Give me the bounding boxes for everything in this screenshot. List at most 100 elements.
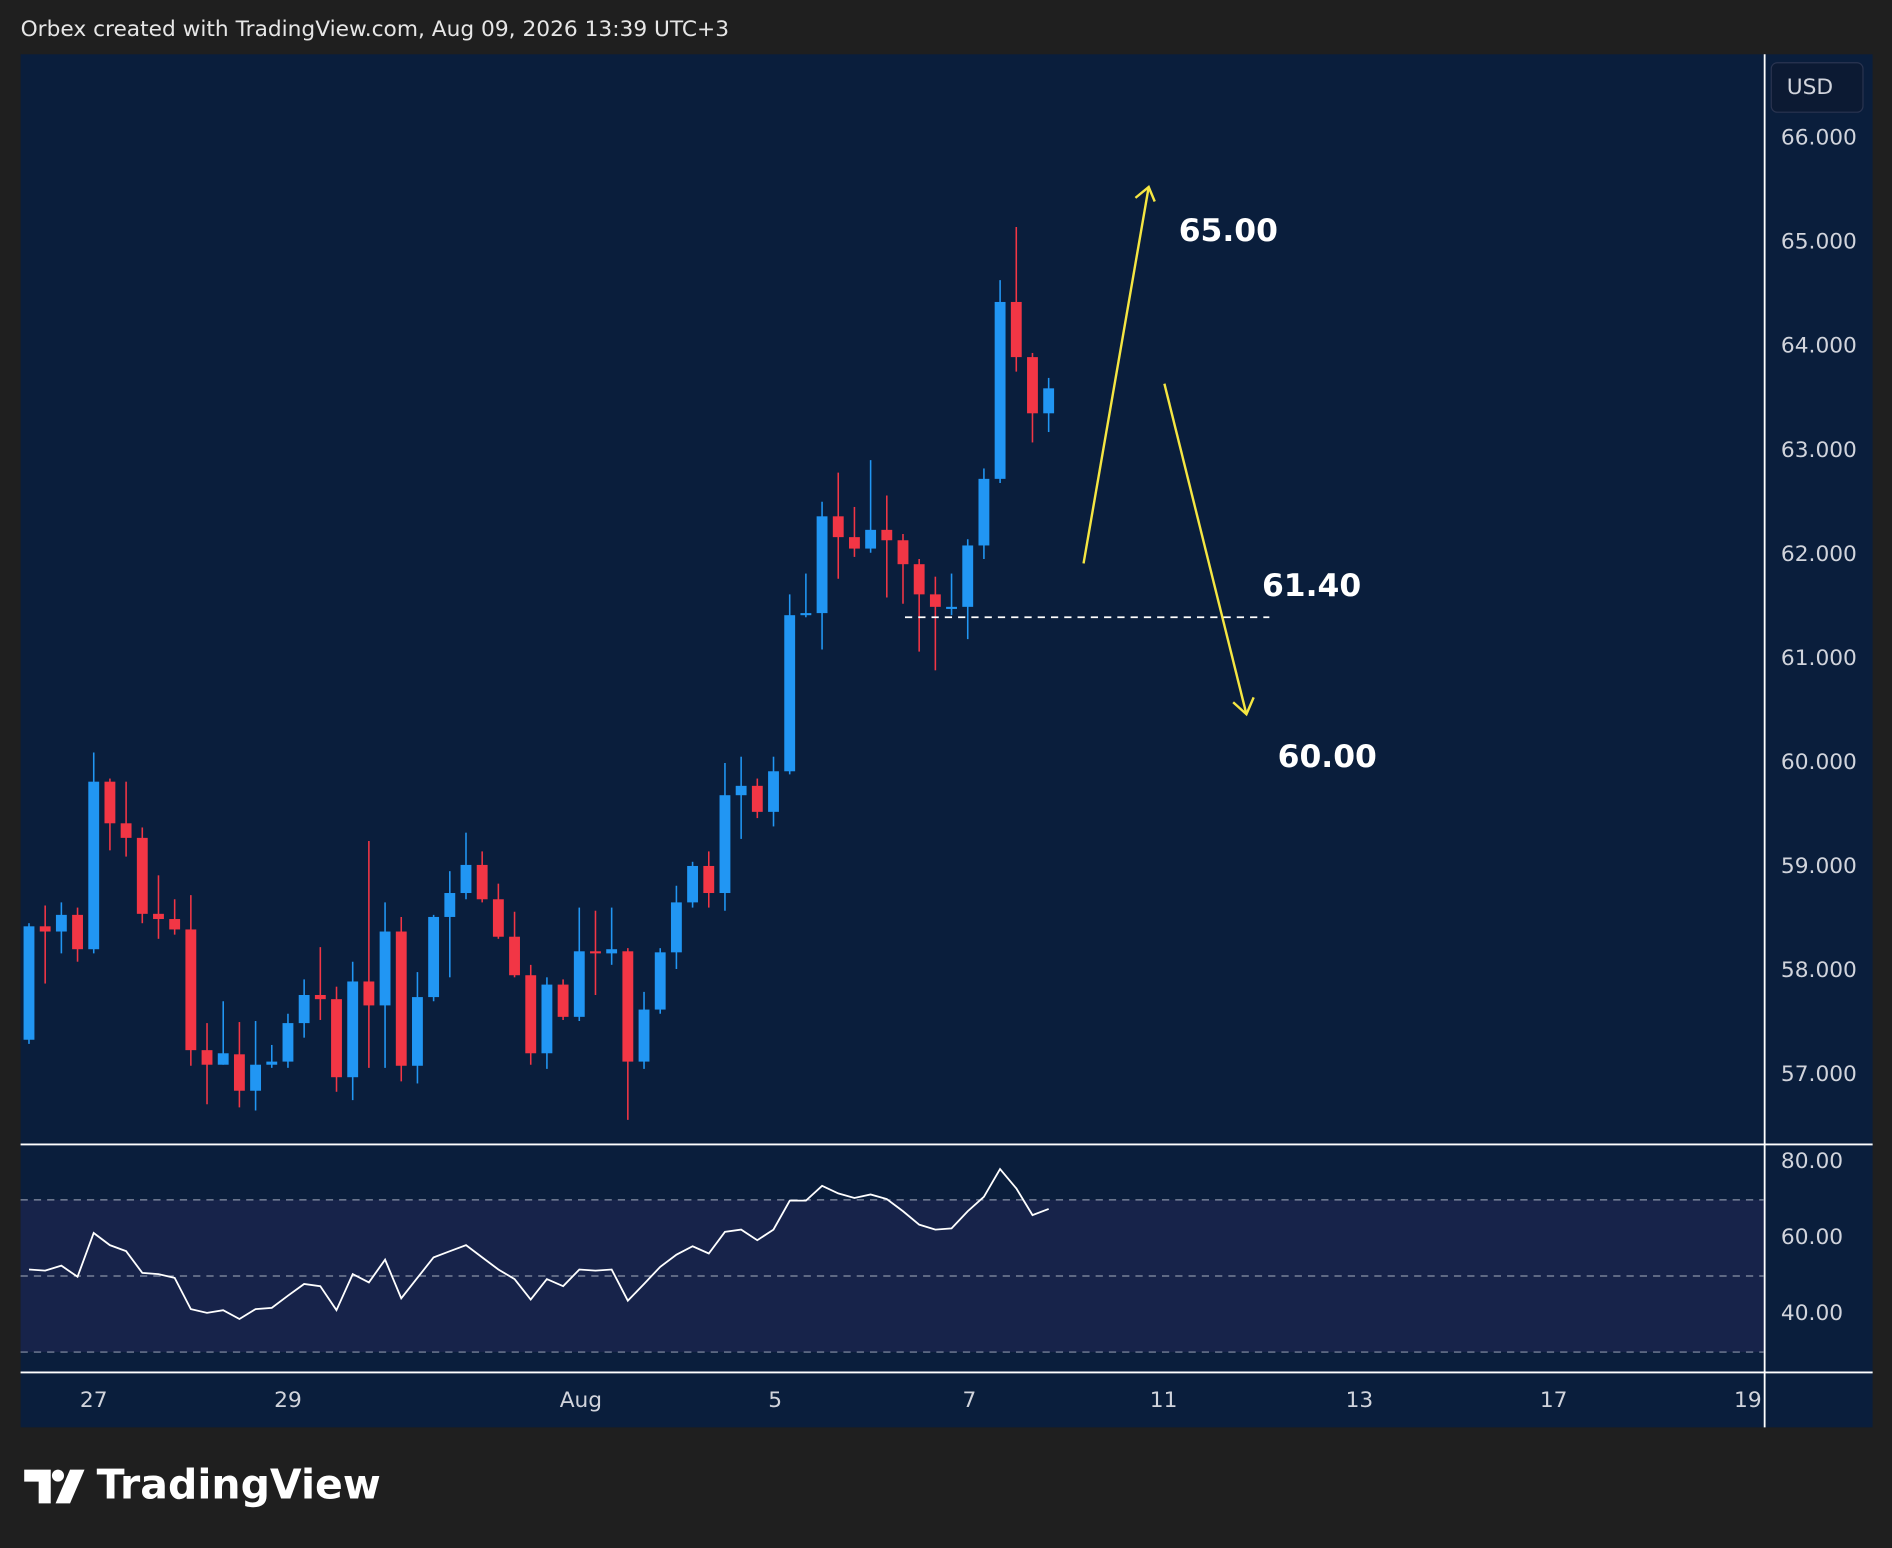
candle-body <box>881 529 893 541</box>
x-tick-label: 7 <box>962 1388 976 1413</box>
candle-body <box>541 984 553 1054</box>
x-tick-label: 5 <box>768 1388 782 1413</box>
candle-body <box>849 537 860 549</box>
candle-body <box>962 545 974 607</box>
candle-body <box>282 1023 294 1062</box>
candle-body <box>719 795 731 894</box>
candle-body <box>913 564 925 595</box>
candle-body <box>994 301 1006 479</box>
x-tick-label: 13 <box>1346 1388 1374 1413</box>
candle-body <box>638 1009 650 1062</box>
logo-icon <box>51 1469 65 1482</box>
x-tick-label: Aug <box>560 1388 602 1413</box>
candle-body <box>800 613 812 616</box>
candle-body <box>217 1053 229 1065</box>
annotation-label: 60.00 <box>1278 739 1377 775</box>
candle-body <box>687 865 699 903</box>
y-tick-label: 40.00 <box>1781 1301 1843 1326</box>
annotation-label: 65.00 <box>1179 213 1278 249</box>
candle-body <box>23 926 35 1040</box>
arrows <box>1082 185 1255 717</box>
candle-body <box>590 951 601 954</box>
candle-body <box>298 995 310 1024</box>
y-tick-label: 80.00 <box>1781 1149 1843 1174</box>
candle-body <box>314 995 326 1000</box>
candle-body <box>735 785 747 796</box>
candle-body <box>185 929 197 1051</box>
logo: TradingView <box>24 1461 381 1509</box>
candle-body <box>55 914 67 932</box>
candle-body <box>88 781 100 950</box>
y-tick-label: 66.000 <box>1781 126 1857 151</box>
candle-body <box>233 1054 245 1091</box>
currency-box <box>1770 62 1864 113</box>
candle-body <box>573 951 585 1017</box>
candle-body <box>1027 357 1038 414</box>
chart-area <box>20 54 1873 1428</box>
y-tick-label: 64.000 <box>1781 334 1857 359</box>
candle-body <box>654 952 666 1010</box>
candle-body <box>557 984 569 1017</box>
candle-body <box>622 951 634 1062</box>
arrow-down <box>1163 383 1248 715</box>
candle-body <box>816 516 828 614</box>
y-tick-label: 62.000 <box>1781 542 1857 567</box>
y-tick-label: 59.000 <box>1781 854 1857 879</box>
x-tick-label: 27 <box>80 1388 108 1413</box>
rsi-line <box>28 1167 1049 1321</box>
candle-body <box>492 899 504 937</box>
logo-icon <box>24 1469 85 1504</box>
candle-body <box>1010 301 1022 358</box>
candle-body <box>331 999 342 1078</box>
y-tick-label: 61.000 <box>1781 646 1857 671</box>
candle-body <box>39 926 51 932</box>
candle-body <box>120 823 132 838</box>
candle-body <box>703 865 715 894</box>
candle-body <box>784 615 796 772</box>
candle-body <box>606 949 618 954</box>
currency: USD <box>1787 75 1833 100</box>
candle-body <box>978 478 990 546</box>
candle-body <box>670 902 682 953</box>
x-tick-label: 17 <box>1540 1388 1568 1413</box>
candle-body <box>412 997 423 1066</box>
candle-body <box>250 1064 262 1091</box>
arrow-head <box>1232 696 1255 717</box>
y-tick-label: 57.000 <box>1781 1062 1857 1087</box>
candle-body <box>865 529 877 549</box>
candle-body <box>929 594 941 607</box>
x-tick-label: 29 <box>274 1388 302 1413</box>
candle-body <box>476 864 488 900</box>
candle-body <box>768 771 779 812</box>
y-tick-label: 58.000 <box>1781 958 1857 983</box>
candle-body <box>347 981 359 1078</box>
y-tick-label: 65.000 <box>1781 230 1857 255</box>
rsi-band <box>20 1199 1765 1353</box>
candle-body <box>509 936 520 976</box>
candle-body <box>525 975 537 1054</box>
annotation-label: 61.40 <box>1262 568 1361 604</box>
arrow-up <box>1082 186 1150 564</box>
candle-body <box>428 916 440 998</box>
logo-text: TradingView <box>97 1461 381 1509</box>
candle-body <box>460 864 472 894</box>
candle-body <box>444 893 456 917</box>
candle-body <box>169 919 181 930</box>
y-tick-label: 60.00 <box>1781 1225 1843 1250</box>
x-tick-label: 19 <box>1734 1388 1762 1413</box>
candle-body <box>201 1050 213 1065</box>
candle-body <box>946 606 957 609</box>
rsi-band-group <box>20 1199 1765 1353</box>
candle-body <box>136 837 148 914</box>
candle-body <box>1043 388 1055 414</box>
candle-body <box>72 914 83 950</box>
y-tick-label: 60.000 <box>1781 750 1857 775</box>
candle-body <box>379 931 391 1006</box>
candle-body <box>266 1061 278 1065</box>
candle-body <box>153 913 164 920</box>
arrow-head <box>1134 185 1156 202</box>
candle-body <box>751 785 763 812</box>
candle-body <box>832 516 844 538</box>
